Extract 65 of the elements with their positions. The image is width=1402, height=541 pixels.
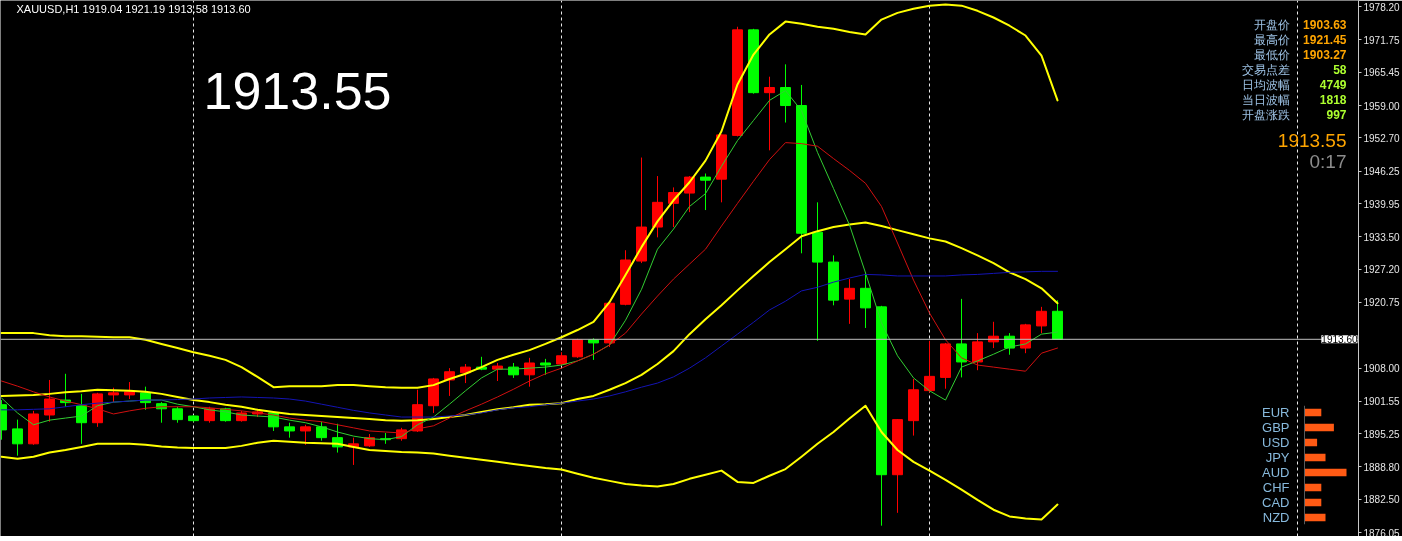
text: 1903.63	[1303, 18, 1347, 32]
candlestick	[956, 298, 967, 378]
y-tick-label: CAD	[1262, 495, 1290, 510]
candlestick	[844, 278, 855, 325]
annotation: 1913.55	[203, 61, 392, 120]
candlestick	[924, 340, 935, 393]
candlestick	[700, 173, 711, 211]
bar	[1304, 453, 1326, 462]
text: 4749	[1319, 78, 1347, 92]
y-tick-label: 1965.45	[1363, 67, 1401, 79]
text: 开盘涨跌	[1241, 107, 1290, 122]
y-tick-label: 1939.95	[1363, 198, 1401, 210]
text: 1818	[1319, 93, 1347, 107]
text: 58	[1333, 63, 1347, 77]
ref-line-label: 1913.60	[1321, 334, 1358, 346]
candlestick	[12, 419, 23, 457]
text: 开盘价	[1253, 17, 1290, 32]
y-tick-label: 1946.25	[1363, 166, 1401, 178]
bar	[1304, 468, 1347, 477]
y-tick-label: JPY	[1265, 450, 1290, 465]
text: 1921.45	[1303, 33, 1347, 47]
y-tick-label: 1971.75	[1363, 34, 1401, 46]
bar	[1304, 513, 1326, 522]
candlestick	[780, 63, 791, 124]
y-tick-label: AUD	[1262, 465, 1290, 480]
y-tick-label: EUR	[1262, 405, 1290, 420]
y-tick-label: 1888.80	[1363, 461, 1401, 473]
text: 当日波幅	[1241, 92, 1290, 107]
candlestick	[588, 337, 599, 361]
y-tick-label: USD	[1262, 435, 1290, 450]
text: 0:17	[1309, 151, 1347, 172]
y-tick-label: CHF	[1262, 480, 1290, 495]
text: 日均波幅	[1241, 77, 1290, 92]
y-tick-label: 1927.20	[1363, 264, 1401, 276]
y-tick-label: 1882.50	[1363, 494, 1401, 506]
y-tick-label: 1952.70	[1363, 132, 1401, 144]
line-series	[0, 3, 1059, 389]
text: 1903.27	[1303, 48, 1347, 62]
y-tick-label: NZD	[1262, 510, 1290, 525]
line-series	[0, 404, 1059, 521]
candlestick	[764, 76, 775, 151]
chart-title: XAUUSD,H1 1919.04 1921.19 1913.58 1913.60	[16, 2, 251, 15]
text: 997	[1326, 108, 1347, 122]
text: 最低价	[1253, 47, 1290, 62]
candlestick	[44, 379, 55, 423]
text: 交易点差	[1241, 62, 1290, 77]
candlestick	[1036, 306, 1047, 334]
y-tick-label: 1920.75	[1363, 297, 1401, 309]
y-tick-label: 1978.20	[1363, 1, 1401, 13]
candlestick	[316, 421, 327, 442]
candlestick	[300, 424, 311, 446]
candlestick	[492, 362, 503, 382]
text: 1913.55	[1277, 130, 1347, 151]
candlestick	[972, 332, 983, 371]
y-tick-label: 1876.05	[1363, 527, 1401, 539]
text: 最高价	[1253, 32, 1290, 47]
y-tick-label: 1895.25	[1363, 428, 1401, 440]
y-tick-label: 1901.55	[1363, 396, 1401, 408]
line-series	[1, 142, 1058, 434]
bar	[1304, 423, 1334, 432]
y-tick-label: GBP	[1262, 420, 1290, 435]
candlestick	[460, 363, 471, 384]
y-tick-label: 1959.00	[1363, 100, 1401, 112]
y-tick-label: 1908.00	[1363, 363, 1401, 375]
y-tick-label: 1933.50	[1363, 231, 1401, 243]
